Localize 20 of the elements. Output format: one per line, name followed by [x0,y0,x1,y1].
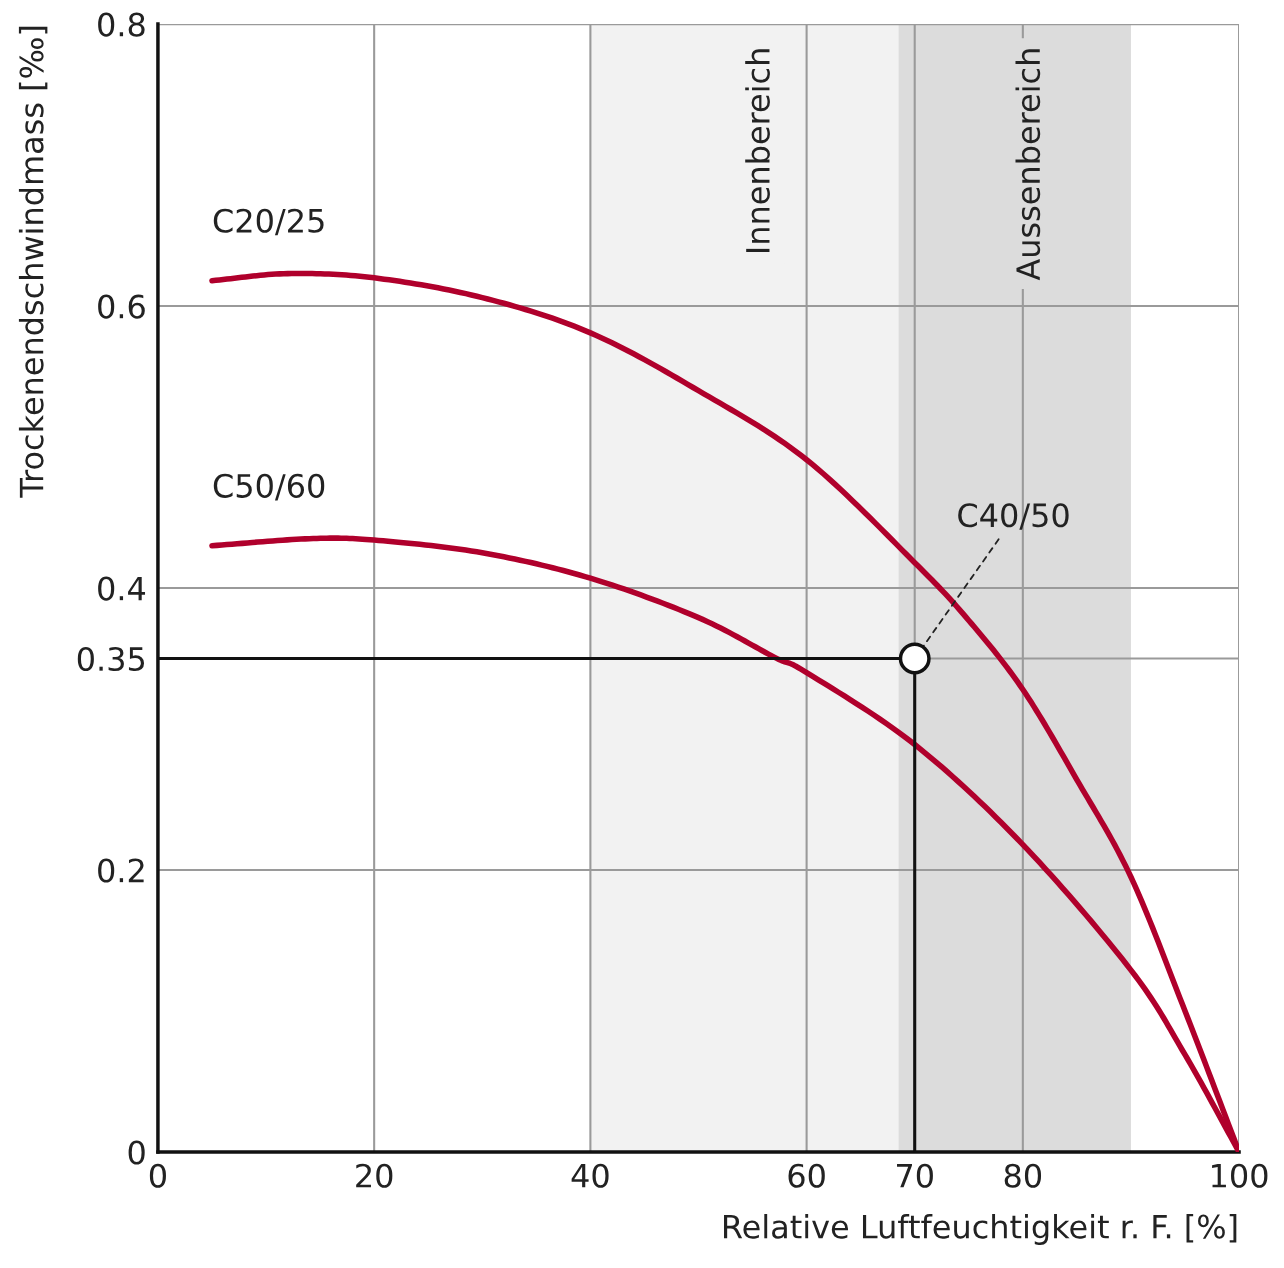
y-tick-label: 0.2 [98,858,144,883]
series-label: C50/60 [213,473,325,501]
x-tick-label: 80 [1004,1163,1042,1188]
y-axis-title: Trockenendschwindmass [‰] [18,26,48,498]
annotation: C40/50 [958,503,1069,530]
band-label: Innenbereich [745,49,770,253]
x-tick-label: 60 [788,1163,825,1188]
x-tick-label: 40 [571,1163,609,1188]
y-tick-label: 0.6 [98,294,145,319]
x-tick-label: 20 [356,1163,393,1188]
y-tick-label: 0 [128,1140,145,1165]
y-tick-label: 0.35 [77,646,145,672]
x-tick-label: 100 [1212,1163,1268,1188]
x-tick-label: 0 [149,1163,166,1188]
x-tick-label: 70 [897,1163,933,1188]
x-axis-title: Relative Luftfeuchtigkeit r. F. [%] [724,1214,1237,1245]
band-label: Aussenbereich [1015,49,1041,281]
y-tick-label: 0.8 [98,12,145,37]
series-label: C20/25 [213,208,324,236]
y-tick-label: 0.4 [98,576,146,601]
